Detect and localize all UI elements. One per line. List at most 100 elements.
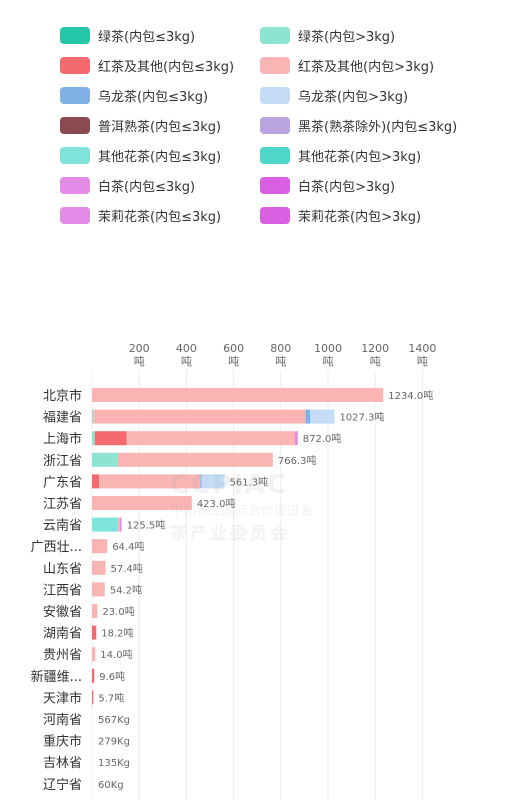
bar-segment[interactable] — [92, 690, 94, 705]
legend-swatch — [60, 117, 90, 134]
legend-label: 乌龙茶(内包≤3kg) — [98, 90, 209, 105]
legend-item[interactable]: 茉莉花茶(内包≤3kg) — [60, 206, 221, 225]
legend-label: 绿茶(内包≤3kg) — [98, 30, 196, 45]
category-label: 新疆维... — [31, 669, 82, 685]
legend-swatch — [260, 117, 290, 134]
legend-item[interactable]: 普洱熟茶(内包≤3kg) — [60, 116, 221, 135]
bar-segment[interactable] — [310, 409, 335, 424]
legend-item[interactable]: 其他花茶(内包>3kg) — [260, 146, 421, 165]
bar-segment[interactable] — [201, 474, 225, 489]
x-tick-unit: 吨 — [275, 355, 286, 368]
legend-label: 红茶及其他(内包>3kg) — [298, 60, 435, 75]
bar-segment[interactable] — [92, 647, 96, 662]
bar-segment[interactable] — [92, 604, 98, 618]
legend-item[interactable]: 绿茶(内包≤3kg) — [60, 26, 195, 45]
bar-segment[interactable] — [92, 388, 384, 402]
legend: 绿茶(内包≤3kg) 绿茶(内包>3kg) 红茶及其他(内包≤3kg) 红茶及其他(内… — [0, 0, 512, 240]
bar-segment[interactable] — [92, 431, 95, 446]
legend-item[interactable]: 其他花茶(内包≤3kg) — [60, 146, 221, 165]
bar-segment[interactable] — [126, 431, 295, 446]
x-tick-label: 1000 — [314, 342, 342, 355]
value-label: 18.2吨 — [101, 627, 133, 640]
legend-swatch — [60, 87, 90, 104]
legend-label: 茉莉花茶(内包>3kg) — [298, 210, 422, 225]
bar-segment[interactable] — [92, 560, 106, 575]
legend-item[interactable]: 茉莉花茶(内包>3kg) — [260, 206, 421, 225]
category-label: 云南省 — [43, 518, 82, 534]
bar-segment[interactable] — [99, 474, 201, 489]
category-label: 重庆市 — [43, 734, 82, 750]
legend-swatch — [60, 147, 90, 164]
category-label: 北京市 — [43, 388, 82, 404]
category-label: 山东省 — [43, 562, 82, 577]
x-tick-unit: 吨 — [134, 355, 145, 368]
x-tick-unit: 吨 — [228, 355, 239, 368]
bar-segment[interactable] — [94, 431, 127, 446]
legend-label: 黑茶(熟茶除外)(内包≤3kg) — [298, 120, 458, 135]
bar-segment[interactable] — [92, 409, 94, 424]
value-label: 23.0吨 — [102, 605, 134, 618]
category-label: 贵州省 — [43, 648, 82, 663]
legend-item[interactable]: 红茶及其他(内包≤3kg) — [60, 56, 234, 75]
bar-segment[interactable] — [294, 431, 298, 446]
value-label: 135Kg — [98, 758, 130, 769]
bar-segment[interactable] — [305, 409, 311, 424]
value-label: 279Kg — [98, 737, 130, 748]
legend-label: 茉莉花茶(内包≤3kg) — [98, 210, 222, 225]
bar-segment[interactable] — [117, 517, 120, 532]
x-tick-unit: 吨 — [370, 355, 381, 368]
legend-swatch — [60, 207, 90, 224]
legend-item[interactable]: 绿茶(内包>3kg) — [260, 26, 395, 45]
category-label: 江西省 — [43, 583, 82, 598]
value-label: 766.3吨 — [278, 454, 317, 467]
category-label: 广东省 — [43, 475, 82, 490]
legend-label: 白茶(内包≤3kg) — [98, 180, 196, 195]
bar-segment[interactable] — [200, 474, 202, 489]
category-label: 福建省 — [43, 411, 82, 426]
category-label: 天津市 — [43, 690, 82, 706]
category-label: 湖南省 — [43, 626, 82, 642]
value-label: 561.3吨 — [229, 475, 268, 488]
value-label: 9.6吨 — [99, 670, 125, 683]
value-label: 1027.3吨 — [339, 411, 384, 424]
category-label: 辽宁省 — [43, 777, 82, 793]
legend-label: 其他花茶(内包≤3kg) — [98, 150, 222, 165]
legend-swatch — [260, 147, 290, 164]
legend-swatch — [260, 177, 290, 194]
x-tick-label: 800 — [270, 342, 291, 355]
bar-segment[interactable] — [92, 668, 95, 683]
legend-item[interactable]: 红茶及其他(内包>3kg) — [260, 56, 434, 75]
data-labels: 1234.0吨 1027.3吨 872.0吨 766.3吨 561.3吨 423.0吨 12… — [98, 389, 433, 791]
legend-label: 普洱熟茶(内包≤3kg) — [98, 120, 222, 135]
x-tick-label: 1400 — [408, 342, 436, 355]
bar-segment[interactable] — [92, 517, 118, 532]
x-tick-unit: 吨 — [417, 355, 428, 368]
bar-segment[interactable] — [93, 409, 306, 424]
x-tick-label: 400 — [176, 342, 197, 355]
legend-swatch — [60, 177, 90, 194]
bar-segment[interactable] — [119, 517, 122, 532]
bar-chart: 200吨400吨600吨800吨1000吨1200吨1400吨北京市福建省上海市… — [31, 342, 437, 800]
bar-segment[interactable] — [92, 539, 108, 554]
x-tick-label: 600 — [223, 342, 244, 355]
value-label: 60Kg — [98, 780, 124, 791]
bar-segment[interactable] — [92, 625, 97, 640]
legend-label: 乌龙茶(内包>3kg) — [298, 90, 409, 105]
legend-item[interactable]: 乌龙茶(内包>3kg) — [260, 86, 408, 105]
bar-segment[interactable] — [92, 474, 100, 489]
category-label: 河南省 — [43, 712, 82, 728]
bar-segment[interactable] — [92, 582, 105, 597]
bar-segment[interactable] — [92, 452, 118, 467]
legend-label: 红茶及其他(内包≤3kg) — [98, 60, 235, 75]
bar-segment[interactable] — [92, 496, 192, 510]
legend-item[interactable]: 白茶(内包>3kg) — [260, 176, 395, 195]
value-label: 14.0吨 — [100, 648, 132, 661]
legend-item[interactable]: 乌龙茶(内包≤3kg) — [60, 86, 208, 105]
legend-item[interactable]: 白茶(内包≤3kg) — [60, 176, 195, 195]
legend-item[interactable]: 黑茶(熟茶除外)(内包≤3kg) — [260, 116, 457, 135]
x-tick-label: 200 — [129, 342, 150, 355]
bar-segment[interactable] — [117, 452, 273, 467]
category-label: 广西壮... — [31, 540, 82, 555]
